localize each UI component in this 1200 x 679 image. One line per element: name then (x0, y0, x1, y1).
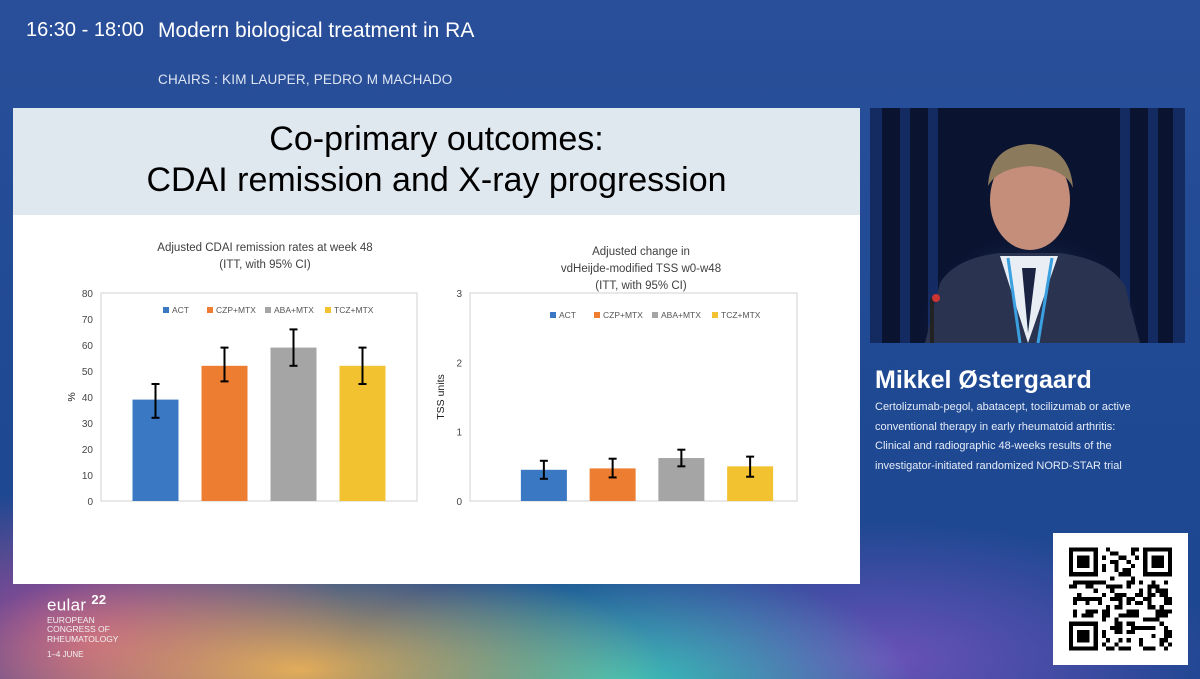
y-tick-label: 30 (82, 419, 94, 430)
legend-label: CZP+MTX (216, 305, 256, 315)
y-tick-label: 50 (82, 367, 94, 378)
logo-line-3: RHEUMATOLOGY (47, 633, 119, 644)
legend-label: ABA+MTX (274, 305, 314, 315)
y-tick-label: 10 (82, 471, 94, 482)
speaker-name: Mikkel Østergaard (875, 366, 1092, 394)
session-time: 16:30 - 18:00 (26, 19, 144, 41)
chart-title: Adjusted change in (592, 246, 690, 258)
legend-swatch (325, 307, 331, 313)
legend-label: TCZ+MTX (721, 310, 761, 320)
legend-swatch (207, 307, 213, 313)
slide-charts: Adjusted CDAI remission rates at week 48… (66, 242, 798, 508)
talk-title-line: investigator-initiated randomized NORD-S… (875, 459, 1122, 472)
presentation-slide: Co-primary outcomes: CDAI remission and … (13, 108, 860, 584)
legend-swatch (712, 312, 718, 318)
y-tick-label: 80 (82, 289, 94, 300)
y-tick-label: 20 (82, 445, 94, 456)
legend-swatch (550, 312, 556, 318)
bar-czp-mtx (201, 365, 248, 501)
slide-title-line-2: CDAI remission and X-ray progression (146, 161, 727, 199)
qr-code-icon[interactable] (1053, 533, 1188, 665)
talk-title-line: Certolizumab-pegol, abatacept, tocilizum… (875, 401, 1131, 413)
y-tick-label: 0 (87, 497, 93, 508)
session-title: Modern biological treatment in RA (158, 19, 475, 42)
qr-code-pattern (1069, 547, 1172, 651)
legend-label: ACT (172, 305, 189, 315)
slide-title: Co-primary outcomes: CDAI remission and … (13, 108, 860, 215)
y-tick-label: 0 (456, 497, 462, 508)
y-tick-label: 2 (456, 358, 462, 369)
logo-dates: 1–4 JUNE (47, 650, 84, 660)
eular-logo: eular 22 EUROPEAN CONGRESS OF RHEUMATOLO… (47, 592, 118, 659)
talk-title-line: Clinical and radiographic 48-weeks resul… (875, 440, 1112, 452)
y-tick-label: 1 (456, 428, 462, 439)
y-tick-label: 70 (82, 315, 94, 326)
y-tick-label: 3 (456, 289, 462, 300)
session-chairs: CHAIRS : KIM LAUPER, PEDRO M MACHADO (158, 72, 453, 87)
chart-title: (ITT, with 95% CI) (595, 280, 687, 292)
logo-line-1: EUROPEAN (47, 614, 95, 625)
slide-title-line-1: Co-primary outcomes: (269, 120, 604, 158)
speaker-figure (870, 108, 1185, 343)
legend-swatch (163, 307, 169, 313)
bar-aba-mtx (270, 347, 317, 501)
legend-label: CZP+MTX (603, 310, 643, 320)
legend-label: ACT (559, 310, 576, 320)
talk-title: Certolizumab-pegol, abatacept, tocilizum… (875, 398, 1175, 476)
y-tick-label: 60 (82, 341, 94, 352)
chart-title: (ITT, with 95% CI) (219, 259, 311, 271)
talk-title-line: conventional therapy in early rheumatoid… (875, 420, 1116, 433)
bar-tcz-mtx (339, 365, 386, 501)
legend-swatch (265, 307, 271, 313)
chart-title: Adjusted CDAI remission rates at week 48 (157, 242, 372, 254)
legend-label: ABA+MTX (661, 310, 701, 320)
legend-swatch (652, 312, 658, 318)
y-axis-label: % (66, 392, 78, 401)
logo-year: 22 (91, 592, 107, 607)
chart-title: vdHeijde-modified TSS w0-w48 (561, 263, 721, 275)
logo-line-2: CONGRESS OF (47, 624, 110, 635)
legend-label: TCZ+MTX (334, 305, 374, 315)
legend-swatch (594, 312, 600, 318)
y-tick-label: 40 (82, 393, 94, 404)
logo-word: eular (47, 595, 87, 615)
y-axis-label: TSS units (435, 374, 447, 420)
speaker-video (870, 108, 1185, 343)
